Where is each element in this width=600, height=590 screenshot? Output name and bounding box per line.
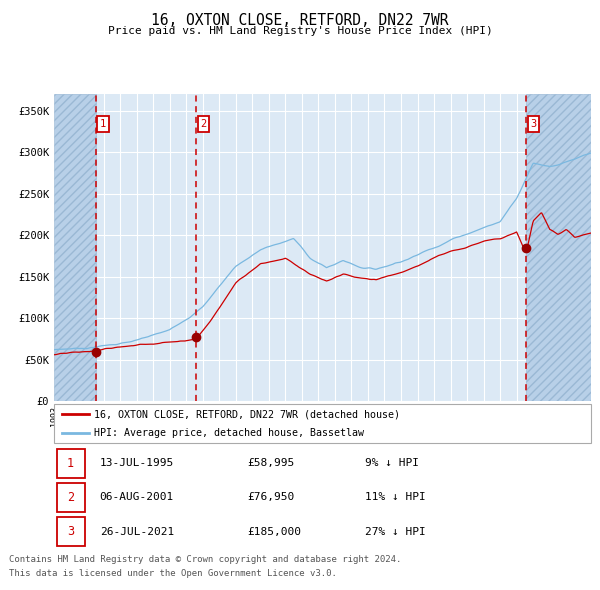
Text: 16, OXTON CLOSE, RETFORD, DN22 7WR (detached house): 16, OXTON CLOSE, RETFORD, DN22 7WR (deta…	[94, 409, 400, 419]
Text: 2: 2	[200, 119, 206, 129]
Text: 06-AUG-2001: 06-AUG-2001	[100, 493, 174, 502]
Text: 27% ↓ HPI: 27% ↓ HPI	[365, 527, 426, 536]
Bar	[54, 94, 96, 401]
FancyBboxPatch shape	[54, 404, 591, 443]
Text: 1: 1	[100, 119, 106, 129]
Text: 3: 3	[530, 119, 536, 129]
Text: 11% ↓ HPI: 11% ↓ HPI	[365, 493, 426, 502]
Text: 9% ↓ HPI: 9% ↓ HPI	[365, 458, 419, 468]
Text: Contains HM Land Registry data © Crown copyright and database right 2024.: Contains HM Land Registry data © Crown c…	[9, 555, 401, 564]
Text: £58,995: £58,995	[247, 458, 295, 468]
FancyBboxPatch shape	[56, 517, 85, 546]
Text: 2: 2	[67, 491, 74, 504]
Text: 26-JUL-2021: 26-JUL-2021	[100, 527, 174, 536]
Bar	[526, 94, 591, 401]
Text: 1: 1	[67, 457, 74, 470]
FancyBboxPatch shape	[56, 449, 85, 477]
Text: 13-JUL-1995: 13-JUL-1995	[100, 458, 174, 468]
FancyBboxPatch shape	[56, 483, 85, 512]
Text: 16, OXTON CLOSE, RETFORD, DN22 7WR: 16, OXTON CLOSE, RETFORD, DN22 7WR	[151, 13, 449, 28]
Text: 3: 3	[67, 525, 74, 538]
Text: Price paid vs. HM Land Registry's House Price Index (HPI): Price paid vs. HM Land Registry's House …	[107, 26, 493, 36]
Text: £185,000: £185,000	[247, 527, 301, 536]
Text: This data is licensed under the Open Government Licence v3.0.: This data is licensed under the Open Gov…	[9, 569, 337, 578]
Text: £76,950: £76,950	[247, 493, 295, 502]
Text: HPI: Average price, detached house, Bassetlaw: HPI: Average price, detached house, Bass…	[94, 428, 364, 438]
